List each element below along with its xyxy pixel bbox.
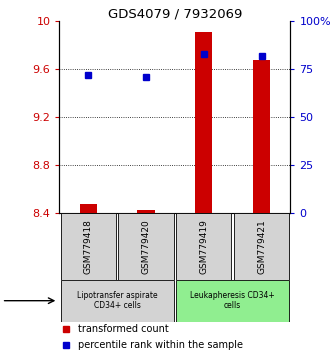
Text: Leukapheresis CD34+
cells: Leukapheresis CD34+ cells — [190, 291, 275, 310]
Text: percentile rank within the sample: percentile rank within the sample — [78, 340, 243, 350]
Bar — [80, 204, 97, 213]
Text: Lipotransfer aspirate
CD34+ cells: Lipotransfer aspirate CD34+ cells — [77, 291, 157, 310]
Bar — [253, 59, 270, 213]
Title: GDS4079 / 7932069: GDS4079 / 7932069 — [108, 7, 242, 20]
Text: transformed count: transformed count — [78, 324, 169, 334]
Text: GSM779421: GSM779421 — [257, 219, 266, 274]
Text: GSM779419: GSM779419 — [199, 219, 208, 274]
Bar — [176, 280, 289, 322]
Bar — [60, 280, 174, 322]
Bar — [118, 213, 174, 280]
Bar — [234, 213, 289, 280]
Text: GSM779420: GSM779420 — [142, 219, 150, 274]
Bar — [195, 32, 213, 213]
Bar — [60, 213, 116, 280]
Bar — [137, 210, 155, 213]
Text: GSM779418: GSM779418 — [84, 219, 93, 274]
Bar — [176, 213, 231, 280]
